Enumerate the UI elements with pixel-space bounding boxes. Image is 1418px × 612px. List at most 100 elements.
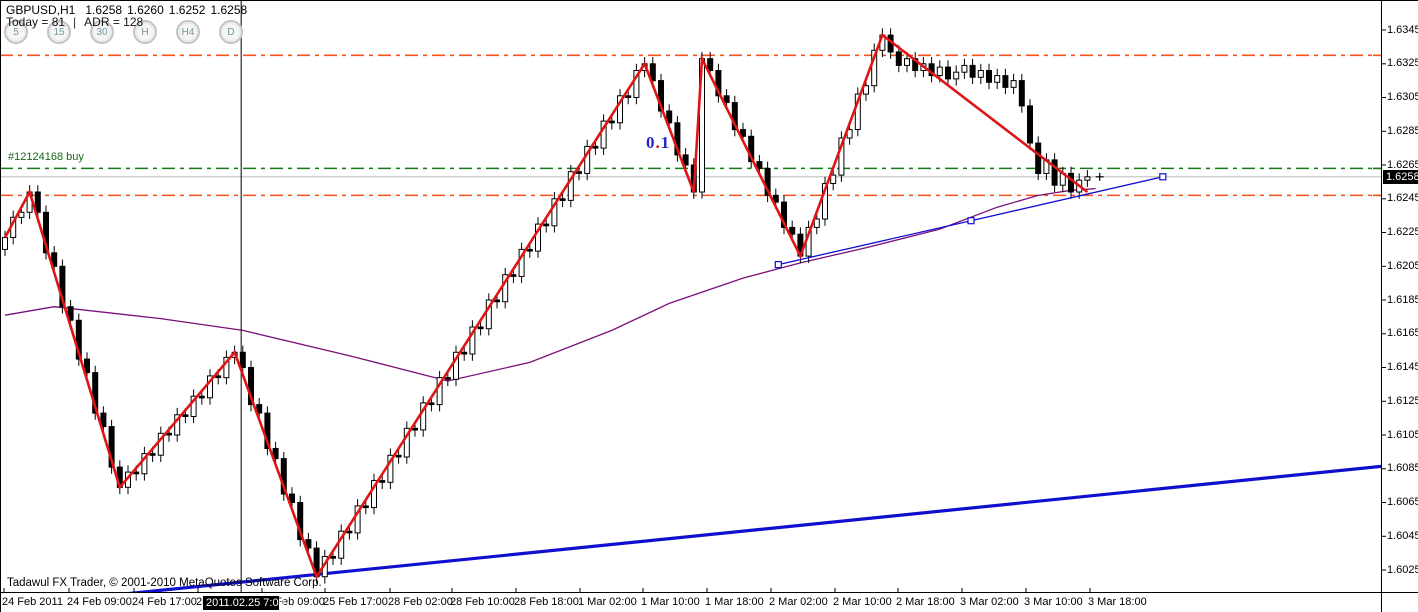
support-trendline-thick[interactable]: [128, 464, 1391, 593]
price-axis-label: 1.6145: [1387, 361, 1418, 373]
candle-body-bull: [1084, 176, 1091, 181]
range-stats-line: Today = 81 | ADR = 128: [6, 15, 143, 29]
timeframe-button-h[interactable]: H: [133, 20, 157, 44]
candle-body-bull: [190, 395, 197, 418]
timeframe-button-15[interactable]: 15: [47, 20, 71, 44]
current-price-box: 1.6258: [1383, 170, 1418, 184]
candle-body-bear: [280, 458, 287, 495]
candle-body-bear: [625, 95, 632, 99]
candle-body-bear: [92, 372, 99, 414]
time-axis-label: 3 Mar 10:00: [1024, 596, 1083, 608]
candle-body-bear: [649, 63, 656, 82]
trendline-handle[interactable]: [1159, 173, 1167, 181]
trendline-handle[interactable]: [774, 261, 782, 269]
price-axis-label: 1.6345: [1387, 24, 1418, 36]
quote-low: 1.6252: [168, 3, 206, 17]
quote-close: 1.6258: [210, 3, 248, 17]
quote-line: GBPUSD,H1 1.6258 1.6260 1.6252 1.6258: [6, 3, 252, 17]
candle-body-bear: [764, 167, 771, 196]
candle-body-bull: [157, 432, 164, 456]
candle-body-bull: [354, 505, 361, 534]
candle-body-bear: [1051, 159, 1058, 186]
timeframe-button-h4[interactable]: H4: [176, 20, 200, 44]
candle-body-bear: [84, 358, 90, 374]
candlestick-series: [2, 28, 1091, 584]
candle-body-bull: [871, 49, 878, 87]
price-axis-label: 1.6105: [1387, 429, 1418, 441]
price-axis-label: 1.6085: [1387, 462, 1418, 474]
candle-body-bear: [34, 191, 41, 213]
time-axis-label: 28 Feb 02:00: [388, 596, 453, 608]
candle-body-bull: [822, 183, 828, 220]
price-axis-label: 1.6325: [1387, 57, 1418, 69]
candle-body-bull: [584, 145, 591, 174]
candle-body-bull: [502, 274, 509, 303]
trendline-handle[interactable]: [967, 217, 975, 225]
candle-body-bear: [1018, 80, 1025, 107]
candle-body-bear: [43, 211, 49, 254]
time-axis-label: 24 Feb 17:00: [132, 596, 197, 608]
candle-body-bear: [215, 375, 222, 379]
time-axis-label: 28 Feb 10:00: [450, 596, 515, 608]
candle-body-bear: [682, 154, 689, 166]
time-axis-label: 28 Feb 18:00: [514, 596, 579, 608]
candle-body-bear: [1035, 142, 1042, 175]
price-axis-label: 1.6225: [1387, 226, 1418, 238]
candle-body-bear: [658, 80, 664, 112]
candle-body-bull: [174, 414, 181, 436]
candle-body-bear: [731, 102, 738, 131]
time-axis-label: 24 Feb 09:00: [67, 596, 132, 608]
candle-body-bull: [387, 454, 394, 483]
candle-body-bull: [2, 237, 8, 250]
candle-body-bear: [715, 70, 722, 97]
candle-body-bear: [1068, 172, 1074, 193]
candle-body-bear: [945, 66, 951, 80]
candle-body-bear: [67, 306, 74, 321]
candle-body-bull: [863, 85, 869, 95]
price-axis-label: 1.6285: [1387, 125, 1418, 137]
copyright-label: Tadawul FX Trader, © 2001-2010 MetaQuote…: [7, 577, 322, 589]
candle-body-bull: [977, 70, 984, 78]
time-axis-label: 2 Mar 18:00: [896, 596, 955, 608]
candle-body-bear: [444, 377, 451, 380]
candle-body-bull: [436, 377, 443, 406]
candle-body-bull: [518, 248, 525, 277]
candle-body-bear: [133, 471, 140, 475]
price-axis-label: 1.6205: [1387, 260, 1418, 272]
candle-body-bear: [256, 404, 263, 414]
candle-body-bull: [961, 64, 968, 73]
time-axis-label: 1 Mar 18:00: [705, 596, 764, 608]
wave-annotation: 0.1: [646, 133, 669, 153]
candle-body-bull: [371, 480, 377, 509]
candle-body-bull: [141, 453, 148, 475]
time-axis-label: 2 Mar 10:00: [833, 596, 892, 608]
wave-annotation-left: 0: [646, 133, 655, 152]
candle-body-bear: [666, 110, 673, 124]
timeframe-button-d[interactable]: D: [219, 20, 243, 44]
candle-body-bear: [707, 58, 714, 72]
timeframe-button-5[interactable]: 5: [4, 20, 28, 44]
candle-body-bull: [936, 66, 943, 76]
candle-body-bear: [272, 448, 279, 460]
candle-body-bull: [551, 198, 558, 227]
candle-body-bear: [1027, 105, 1033, 144]
symbol-period-label: GBPUSD,H1: [6, 3, 76, 17]
candle-body-bull: [830, 174, 837, 185]
candle-body-bear: [969, 64, 976, 78]
candle-body-bull: [485, 299, 492, 330]
candle-body-bull: [567, 171, 574, 201]
candle-body-bull: [617, 95, 623, 124]
candle-body-bear: [789, 226, 796, 235]
candle-body-bear: [477, 326, 484, 330]
candle-body-bear: [461, 351, 468, 355]
price-axis-label: 1.6305: [1387, 91, 1418, 103]
candle-body-bear: [379, 480, 386, 483]
candle-body-bull: [207, 375, 213, 399]
timeframe-button-30[interactable]: 30: [90, 20, 114, 44]
candle-body-bull: [18, 211, 25, 218]
candle-body-bull: [953, 71, 960, 80]
price-axis-label: 1.6185: [1387, 294, 1418, 306]
candle-body-bear: [395, 454, 402, 458]
